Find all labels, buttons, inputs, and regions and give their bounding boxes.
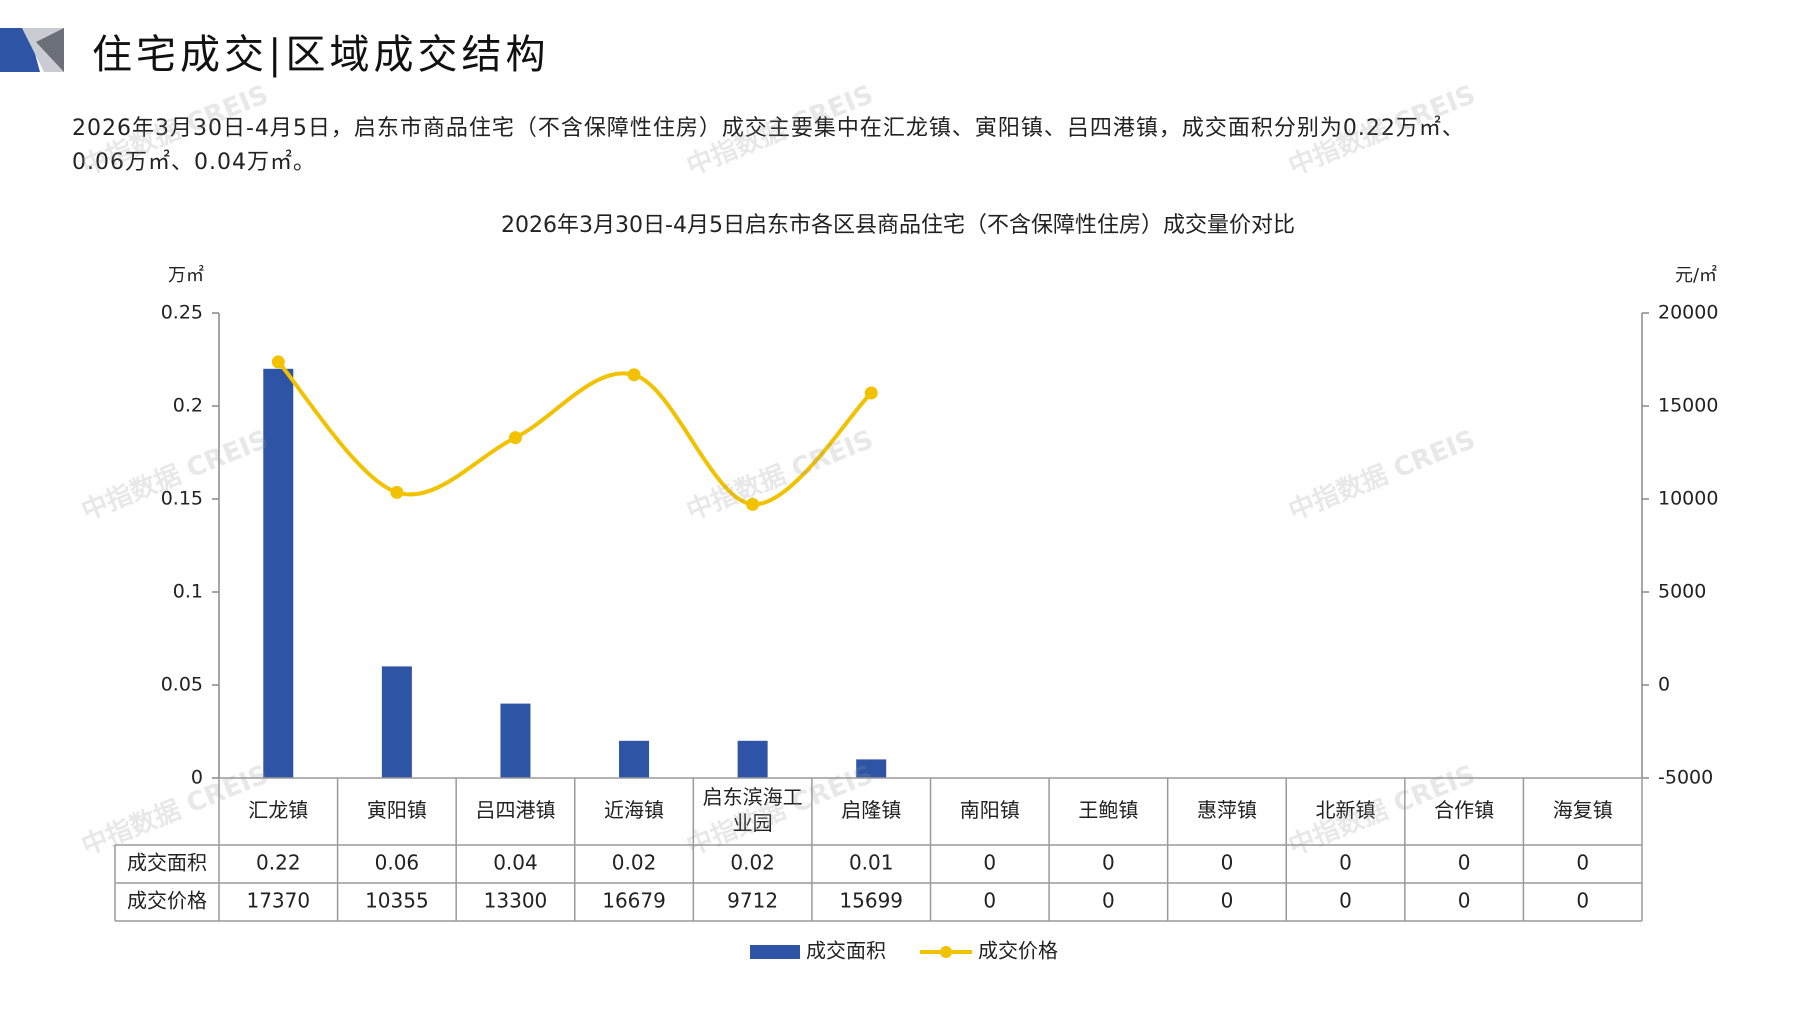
bar-启隆镇 xyxy=(856,759,887,778)
table-cell-area: 0.01 xyxy=(849,851,894,875)
y-left-tick-label: 0.2 xyxy=(173,395,203,417)
table-row-header: 成交价格 xyxy=(127,889,207,913)
price-point-汇龙镇 xyxy=(271,355,285,369)
category-label: 惠萍镇 xyxy=(1197,798,1257,822)
summary-text: 2026年3月30日-4月5日，启东市商品住宅（不含保障性住房）成交主要集中在汇… xyxy=(72,112,1732,180)
y-right-unit: 元/㎡ xyxy=(1675,264,1717,286)
summary-line-2: 0.06万㎡、0.04万㎡。 xyxy=(72,150,316,175)
category-label: 寅阳镇 xyxy=(367,798,427,822)
category-label: 汇龙镇 xyxy=(248,798,308,822)
price-point-吕四港镇 xyxy=(508,431,522,445)
bar-近海镇 xyxy=(619,740,650,778)
price-point-启东滨海工业园 xyxy=(746,497,760,511)
table-cell-price: 0 xyxy=(1458,889,1471,913)
table-cell-area: 0 xyxy=(983,851,996,875)
legend-label-price: 成交价格 xyxy=(978,939,1058,963)
table-cell-price: 13300 xyxy=(484,889,548,913)
category-label: 王鲍镇 xyxy=(1078,798,1138,822)
category-label: 南阳镇 xyxy=(960,798,1020,822)
y-right-tick-label: -5000 xyxy=(1658,767,1713,789)
price-point-启隆镇 xyxy=(864,386,878,400)
summary-line-1: 2026年3月30日-4月5日，启东市商品住宅（不含保障性住房）成交主要集中在汇… xyxy=(72,116,1465,141)
category-label: 合作镇 xyxy=(1434,798,1494,822)
category-label: 北新镇 xyxy=(1316,798,1376,822)
table-cell-area: 0.22 xyxy=(256,851,301,875)
table-cell-price: 10355 xyxy=(365,889,429,913)
legend-marker-price xyxy=(940,946,952,958)
category-label: 近海镇 xyxy=(604,798,664,822)
page-title: 住宅成交|区域成交结构 xyxy=(92,32,550,78)
y-left-tick-label: 0.05 xyxy=(161,674,203,696)
y-right-tick-label: 10000 xyxy=(1658,488,1718,510)
y-left-tick-label: 0.1 xyxy=(173,581,203,603)
table-cell-price: 15699 xyxy=(839,889,903,913)
price-line xyxy=(276,360,873,507)
price-point-寅阳镇 xyxy=(390,485,404,499)
y-left-unit: 万㎡ xyxy=(168,264,204,286)
table-cell-price: 16679 xyxy=(602,889,666,913)
price-point-近海镇 xyxy=(627,368,641,382)
y-right-tick-label: 20000 xyxy=(1658,302,1718,324)
y-left-tick-label: 0.15 xyxy=(161,488,203,510)
table-cell-price: 9712 xyxy=(727,889,778,913)
table-cell-area: 0.04 xyxy=(493,851,538,875)
legend-label-area: 成交面积 xyxy=(806,939,886,963)
table-cell-area: 0 xyxy=(1102,851,1115,875)
bar-吕四港镇 xyxy=(500,703,531,778)
category-label: 吕四港镇 xyxy=(475,798,555,822)
y-right-tick-label: 5000 xyxy=(1658,581,1706,603)
table-row-header: 成交面积 xyxy=(127,851,207,875)
table-cell-price: 0 xyxy=(983,889,996,913)
table-cell-area: 0 xyxy=(1576,851,1589,875)
table-cell-price: 0 xyxy=(1576,889,1589,913)
bar-寅阳镇 xyxy=(381,666,412,778)
table-cell-price: 0 xyxy=(1102,889,1115,913)
table-cell-price: 0 xyxy=(1339,889,1352,913)
table-cell-area: 0.02 xyxy=(730,851,775,875)
table-cell-price: 17370 xyxy=(246,889,310,913)
y-right-tick-label: 15000 xyxy=(1658,395,1718,417)
table-cell-area: 0 xyxy=(1458,851,1471,875)
category-label: 业园 xyxy=(733,811,773,835)
category-label: 启隆镇 xyxy=(841,798,901,822)
table-cell-price: 0 xyxy=(1221,889,1234,913)
y-left-tick-label: 0.25 xyxy=(161,302,203,324)
y-right-tick-label: 0 xyxy=(1658,674,1670,696)
bar-汇龙镇 xyxy=(263,368,294,778)
table-cell-area: 0.06 xyxy=(375,851,420,875)
header-logo-icon xyxy=(0,28,64,72)
table-cell-area: 0.02 xyxy=(612,851,657,875)
legend-swatch-area xyxy=(750,945,800,959)
table-cell-area: 0 xyxy=(1221,851,1234,875)
bar-启东滨海工业园 xyxy=(737,740,768,778)
table-cell-area: 0 xyxy=(1339,851,1352,875)
chart-title: 2026年3月30日-4月5日启东市各区县商品住宅（不含保障性住房）成交量价对比 xyxy=(501,213,1295,238)
category-label: 海复镇 xyxy=(1553,798,1613,822)
category-label: 启东滨海工 xyxy=(703,785,803,809)
y-left-tick-label: 0 xyxy=(191,767,203,789)
